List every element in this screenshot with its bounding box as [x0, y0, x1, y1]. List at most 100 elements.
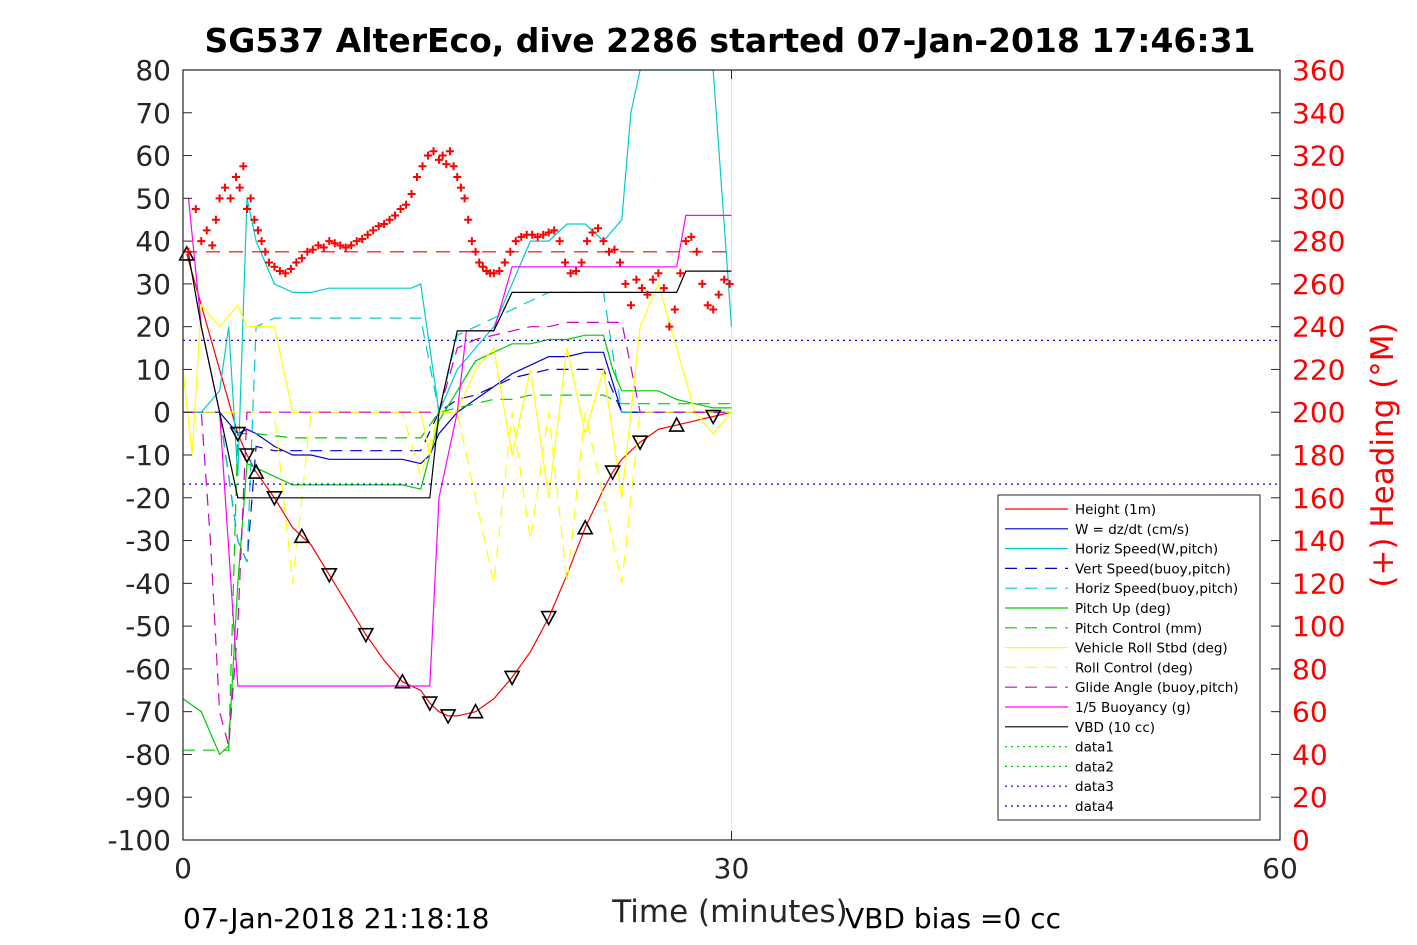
y-tick-label: -20 [125, 482, 171, 515]
series-line [187, 253, 732, 499]
height-marker [293, 527, 311, 544]
heading-point [347, 241, 356, 250]
y-tick-label: -80 [125, 738, 171, 771]
height-marker [247, 463, 265, 479]
heading-point [478, 262, 487, 271]
heading-point [594, 224, 603, 233]
height-marker [631, 435, 649, 451]
height-marker [668, 416, 685, 432]
legend-label: data1 [1075, 740, 1114, 756]
y2-tick-label: 240 [1292, 311, 1345, 344]
heading-point [533, 232, 542, 241]
height-marker [320, 567, 338, 584]
heading-point [257, 237, 266, 246]
heading-point [460, 194, 469, 203]
height-marker [238, 448, 256, 464]
heading-point [211, 215, 220, 224]
y-tick-label: -10 [125, 439, 171, 472]
heading-point [385, 215, 394, 224]
axis-ticks: 80706050403020100-10-20-30-40-50-60-70-8… [107, 54, 1345, 885]
y-tick-label: -40 [125, 567, 171, 600]
height-marker [357, 627, 375, 644]
y2-tick-label: 0 [1292, 824, 1310, 857]
legend-label: Pitch Up (deg) [1075, 601, 1171, 617]
heading-point [191, 205, 200, 214]
heading-point [438, 151, 447, 160]
heading-point [720, 275, 729, 284]
y2-tick-label: 360 [1292, 54, 1345, 87]
heading-point [583, 237, 592, 246]
heading-point [261, 247, 270, 256]
legend-label: W = dz/dt (cm/s) [1075, 522, 1189, 538]
heading-points [184, 147, 734, 331]
series-line [183, 334, 732, 756]
heading-point [202, 226, 211, 235]
heading-point [264, 258, 273, 267]
heading-point [358, 234, 367, 243]
heading-point [588, 228, 597, 237]
footer-vbd-bias: VBD bias =0 cc [845, 902, 1061, 935]
heading-point [208, 241, 217, 250]
heading-point [308, 245, 317, 254]
heading-point [253, 226, 262, 235]
series-line [183, 321, 732, 747]
y-tick-label: 70 [135, 97, 171, 130]
heading-point [626, 301, 635, 310]
series-line [183, 394, 732, 751]
y2-tick-label: 40 [1292, 738, 1328, 771]
heading-point [643, 290, 652, 299]
heading-point [286, 264, 295, 273]
y2-tick-label: 160 [1292, 482, 1345, 515]
heading-point [566, 269, 575, 278]
heading-point [544, 228, 553, 237]
y2-tick-label: 100 [1292, 610, 1345, 643]
y2-tick-label: 320 [1292, 140, 1345, 173]
height-marker [421, 696, 439, 712]
y-tick-label: 10 [135, 353, 171, 386]
heading-point [475, 258, 484, 267]
heading-point [246, 194, 255, 203]
height-marker [704, 409, 722, 426]
chart-title: SG537 AlterEco, dive 2286 started 07-Jan… [204, 21, 1255, 60]
heading-point [665, 322, 674, 331]
legend-label: Vehicle Roll Stbd (deg) [1075, 641, 1228, 657]
legend-label: Vert Speed(buoy,pitch) [1075, 561, 1231, 577]
heading-point [374, 222, 383, 231]
heading-point [418, 162, 427, 171]
heading-point [341, 243, 350, 252]
heading-point [467, 237, 476, 246]
legend-label: data2 [1075, 759, 1114, 775]
footer-timestamp: 07-Jan-2018 21:18:18 [183, 902, 489, 935]
legend-label: Pitch Control (mm) [1075, 621, 1202, 637]
height-marker [394, 673, 411, 689]
heading-point [511, 237, 520, 246]
heading-point [363, 230, 372, 239]
height-marker [266, 490, 283, 507]
legend-label: VBD (10 cc) [1075, 720, 1155, 736]
series-layer [183, 70, 1280, 756]
heading-point [637, 284, 646, 293]
y2-tick-label: 260 [1292, 268, 1345, 301]
heading-point [506, 247, 515, 256]
heading-point [709, 305, 718, 314]
series-line [183, 70, 733, 477]
heading-point [239, 162, 248, 171]
heading-point [621, 279, 630, 288]
heading-point [539, 230, 548, 239]
heading-point [453, 172, 462, 181]
height-marker [604, 465, 621, 481]
heading-point [215, 194, 224, 203]
heading-point [692, 247, 701, 256]
y2-tick-label: 340 [1292, 97, 1345, 130]
heading-point [659, 284, 668, 293]
legend-label: data4 [1075, 799, 1114, 815]
heading-point [303, 247, 312, 256]
height-marker [439, 709, 457, 725]
legend-label: 1/5 Buoyancy (g) [1075, 700, 1191, 716]
heading-point [242, 205, 251, 214]
heading-point [654, 269, 663, 278]
heading-point [391, 211, 400, 220]
heading-point [528, 230, 537, 239]
heading-point [380, 220, 389, 228]
heading-point [495, 267, 504, 276]
